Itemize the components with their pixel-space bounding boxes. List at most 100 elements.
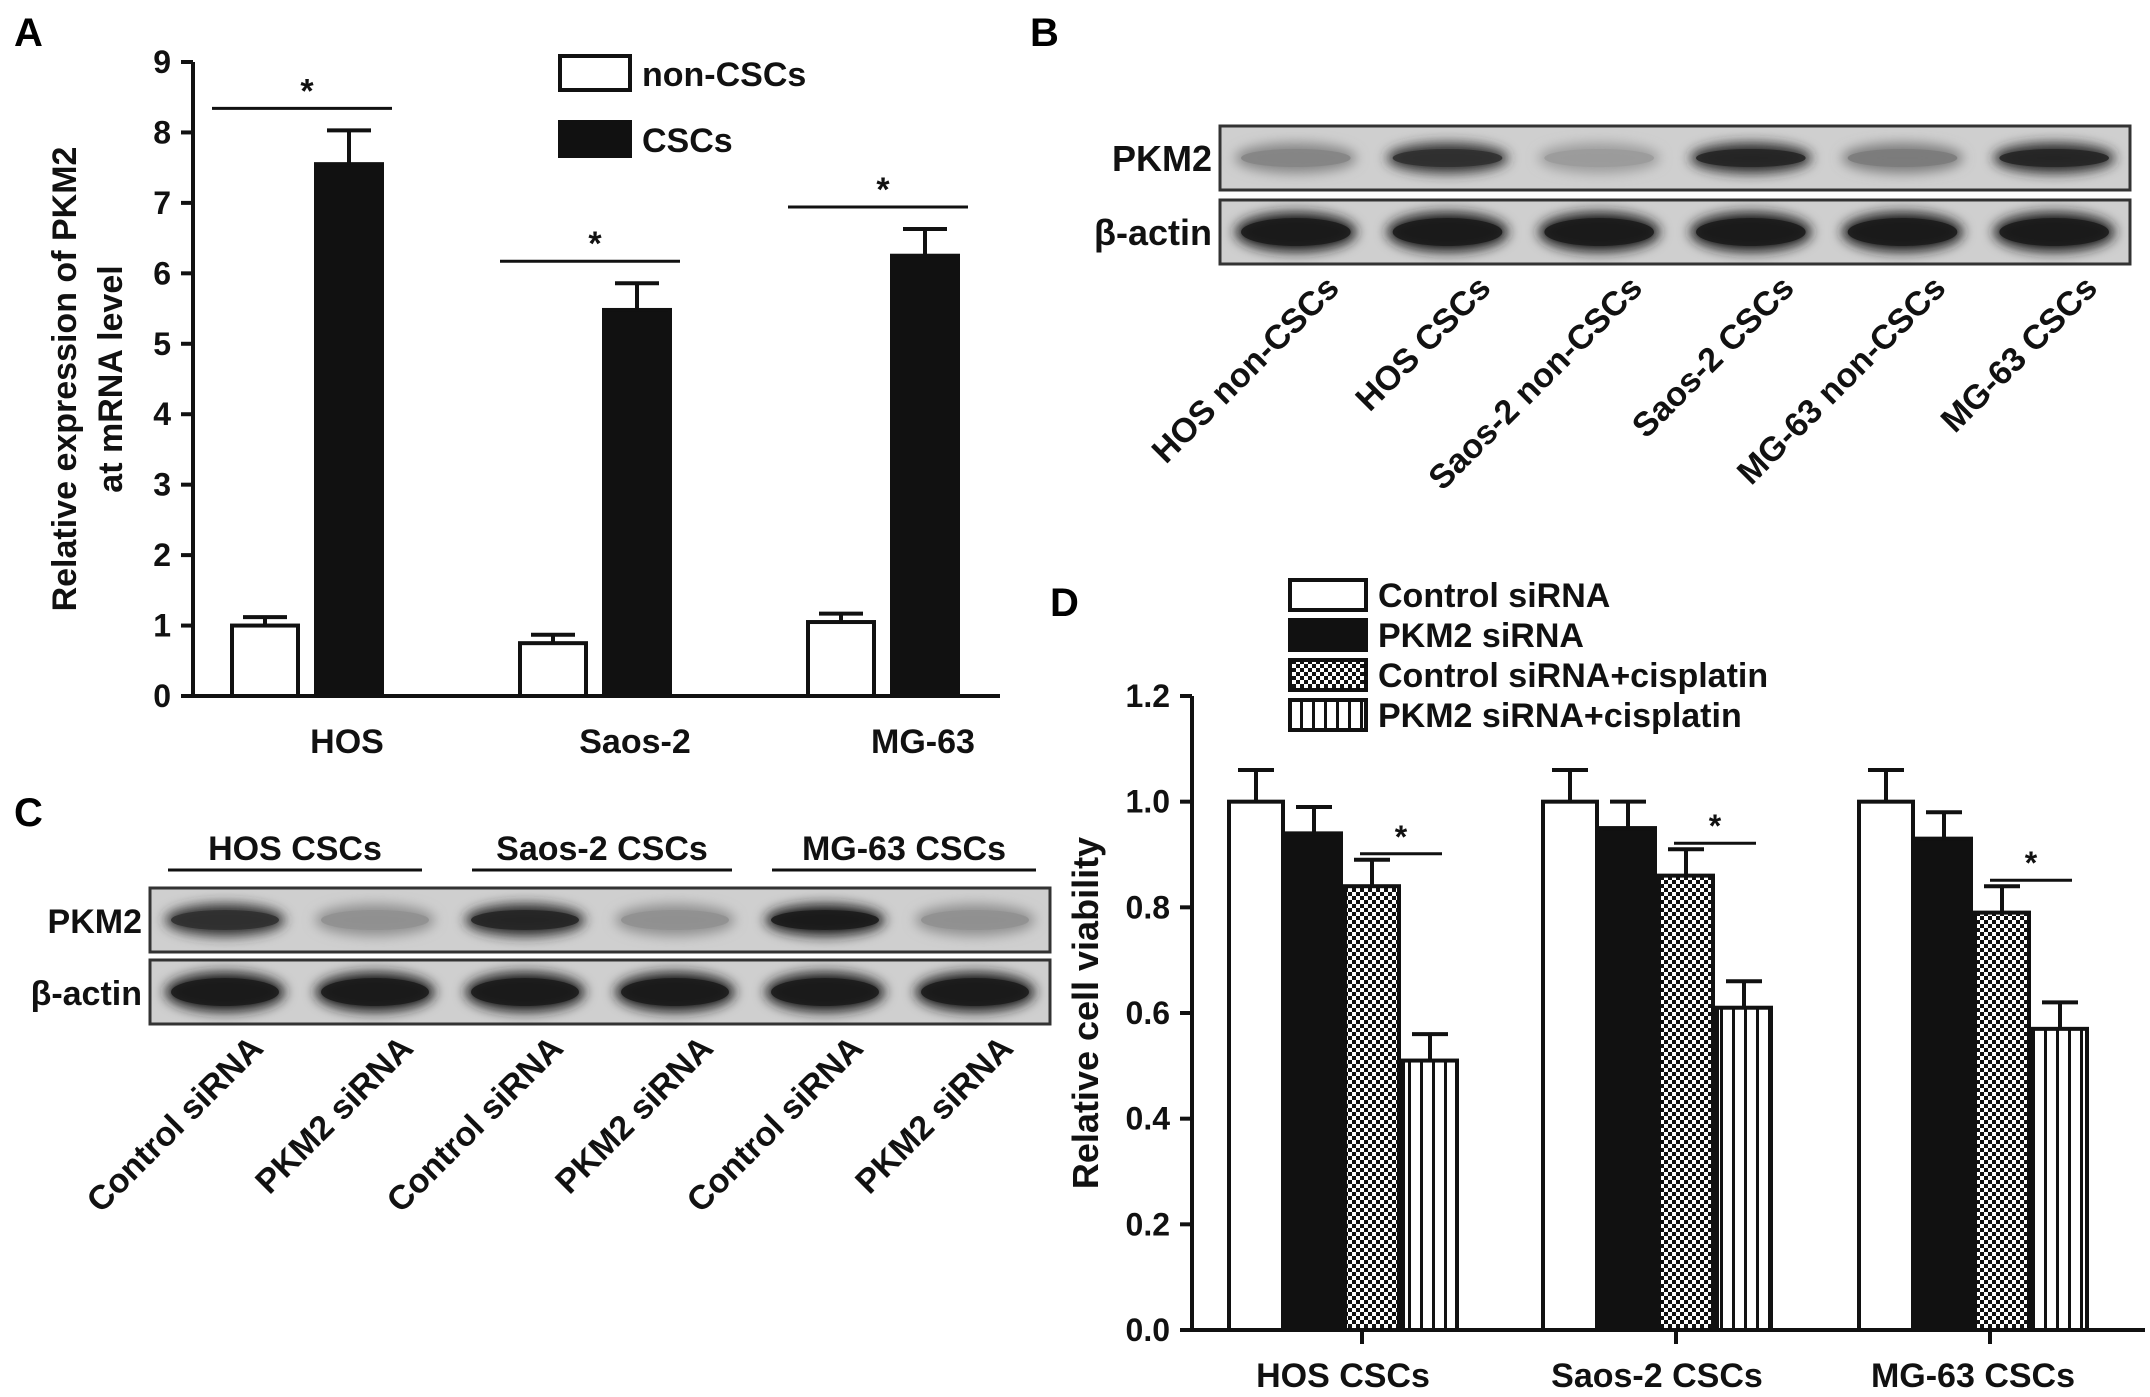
blot-lane-label-b: HOS non-CSCs [1145,269,1347,471]
chart-d: 0.0 0.2 0.4 0.6 0.8 1.0 1.2 Relative cell viabi… [1065,577,2145,1395]
x-category-label-a: HOS [310,723,384,761]
band-b [1544,149,1654,167]
blot-strip-b [1218,124,2132,192]
band-b [1847,218,1958,246]
significance-marker-d: * [1709,808,1722,844]
y-tick-label-a: 4 [153,396,171,432]
band-c [771,978,879,1006]
y-tick-label-a: 5 [153,326,171,362]
bar-a [518,641,588,699]
blot-row-label-c: PKM2 [48,903,142,941]
blot-lane-label-c: PKM2 siRNA [848,1029,1020,1201]
x-category-label-a: MG-63 [871,723,975,761]
legend-label-d: Control siRNA [1378,577,1610,615]
y-axis-label-a: Relative expression of PKM2 [46,147,84,612]
bar-a [230,623,300,698]
y-tick-label-d: 0.0 [1126,1312,1170,1348]
band-c [471,978,579,1006]
bar-a [890,253,960,698]
legend-swatch-d [1288,658,1368,692]
blot-lane-label-c: Control siRNA [80,1029,271,1220]
band-c [771,910,879,930]
band-b [1696,218,1806,246]
legend-swatch-d [1288,578,1368,612]
band-b [1544,218,1654,246]
band-c [621,910,729,930]
band-b [1847,149,1958,167]
bar-d [2031,1026,2089,1332]
legend-swatch-d [1288,698,1368,732]
blot-lane-label-c: PKM2 siRNA [548,1029,720,1201]
y-tick-label-a: 1 [153,608,171,644]
y-tick-label-a: 9 [153,44,171,80]
bar-d [1715,1005,1773,1332]
bar-d [1401,1058,1459,1333]
blot-group-label-c: Saos-2 CSCs [496,830,708,868]
blot-lane-label-b: HOS CSCs [1348,269,1498,419]
bar-d [1343,884,1401,1332]
legend-swatch-d [1288,618,1368,652]
bar-d [1973,910,2031,1332]
blot-strip-c [148,958,1052,1026]
y-tick-label-a: 3 [153,467,171,503]
bar-d [1285,831,1343,1332]
y-tick-label-d: 0.6 [1126,995,1170,1031]
y-tick-label-d: 0.4 [1126,1101,1171,1137]
y-axis-label-a: at mRNA level [92,265,130,492]
blot-strip-c [148,886,1052,954]
bar-a [806,620,876,698]
significance-marker-d: * [1395,819,1408,855]
band-b [1392,149,1503,167]
panel-label-d: D [1050,581,1079,625]
legend-label-a: CSCs [642,122,733,160]
x-category-label-d: Saos-2 CSCs [1551,1357,1763,1395]
blot-row-label-b: β-actin [1094,212,1212,253]
band-c [171,910,279,930]
band-b [1999,218,2109,246]
band-c [471,910,579,930]
legend-label-d: PKM2 siRNA+cisplatin [1378,697,1742,735]
y-tick-label-a: 8 [153,114,171,150]
blot-lane-label-c: PKM2 siRNA [248,1029,420,1201]
band-b [1999,149,2109,167]
legend-swatch-a [558,54,632,92]
band-b [1392,218,1503,246]
band-c [921,910,1029,930]
legend-swatch-a [558,120,632,158]
bar-d [1657,873,1715,1333]
bar-d [1541,799,1599,1332]
y-axis-label-d: Relative cell viability [1065,837,1106,1189]
panel-label-a: A [14,11,43,55]
y-tick-label-a: 7 [153,185,171,221]
band-b [1241,218,1351,246]
blot-group-label-c: MG-63 CSCs [802,830,1006,868]
blot-group-label-c: HOS CSCs [208,830,382,868]
band-c [321,910,429,930]
legend-label-d: PKM2 siRNA [1378,617,1584,655]
blot-strip-b [1218,198,2132,266]
legend-label-a: non-CSCs [642,56,806,94]
bar-a [602,307,672,698]
band-c [321,978,429,1006]
significance-marker-a: * [876,171,890,209]
blot-row-label-c: β-actin [31,975,142,1013]
band-b [1241,149,1351,167]
significance-marker-a: * [300,72,314,110]
bar-d [1227,799,1285,1332]
blot-lane-label-b: MG-63 CSCs [1934,269,2105,440]
band-c [621,978,729,1006]
significance-marker-a: * [588,225,602,263]
significance-marker-d: * [2025,845,2038,881]
band-c [921,978,1029,1006]
chart-a: 0 1 2 3 4 5 6 7 8 9 Relative expression of PKM2 at … [46,44,1000,761]
bar-d [1599,826,1657,1332]
band-c [171,978,279,1006]
y-tick-label-a: 6 [153,255,171,291]
x-category-label-a: Saos-2 [579,723,691,761]
panel-label-b: B [1030,11,1059,55]
y-tick-label-a: 2 [153,537,171,573]
western-blot-c: HOS CSCs Saos-2 CSCs MG-63 CSCs PKM2 β-actin… [31,830,1052,1220]
blot-row-label-b: PKM2 [1112,138,1212,179]
